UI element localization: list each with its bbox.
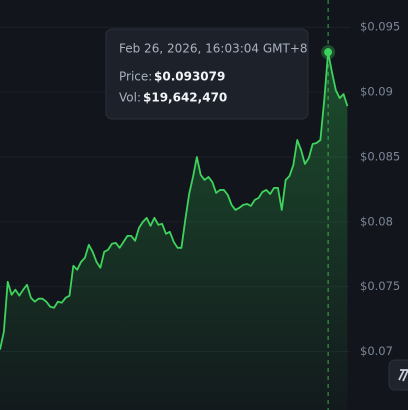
tooltip-volume: $19,642,470	[143, 91, 227, 105]
scroll-button-box[interactable]	[388, 359, 408, 391]
y-axis: $0.095 $0.09 $0.085 $0.08 $0.075 $0.07	[360, 20, 400, 358]
y-tick-label: $0.08	[360, 214, 393, 228]
y-tick-label: $0.085	[360, 149, 400, 163]
y-tick-label: $0.095	[360, 20, 400, 34]
y-tick-label: $0.09	[360, 85, 393, 99]
y-tick-label: $0.07	[360, 344, 393, 358]
scroll-button[interactable]	[388, 359, 408, 391]
tooltip: Feb 26, 2026, 16:03:04 GMT+8 Price: $0.0…	[105, 28, 309, 120]
price-line	[0, 51, 349, 350]
tooltip-time: Feb 26, 2026, 16:03:04 GMT+8	[119, 42, 308, 56]
tooltip-box	[105, 28, 309, 120]
tooltip-volume-label: Vol:	[119, 91, 141, 105]
tooltip-price: $0.093079	[154, 70, 225, 84]
scroll-button-icon	[398, 369, 408, 382]
tooltip-price-label: Price:	[119, 70, 152, 84]
highlight-point	[324, 48, 333, 57]
y-tick-label: $0.075	[360, 279, 400, 293]
line-area	[0, 52, 348, 410]
plot	[0, 0, 349, 410]
